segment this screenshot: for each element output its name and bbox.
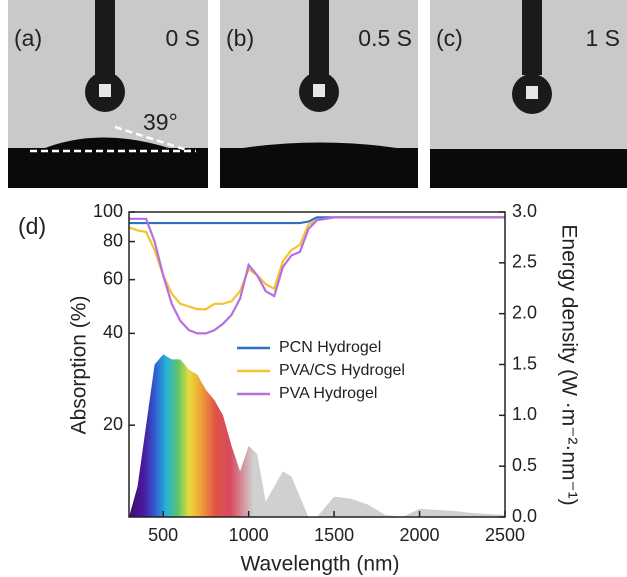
- x-tick-label: 500: [148, 525, 178, 545]
- photo-a: (a) 0 S 39°: [8, 0, 208, 188]
- series-line: [128, 216, 505, 311]
- legend-label: PCN Hydrogel: [279, 339, 381, 356]
- photo-time: 0 S: [165, 25, 200, 51]
- x-axis-label: Wavelength (nm): [240, 553, 399, 576]
- photo-label: (c): [436, 25, 463, 51]
- y2-axis-label: Energy density (W ·m⁻²·nm⁻¹): [557, 224, 580, 505]
- y-axis-label: Absorption (%): [68, 296, 91, 435]
- series-line: [129, 216, 505, 335]
- y-tick-label: 40: [103, 322, 123, 342]
- photo-label: (b): [226, 25, 254, 51]
- y-tick-label: 80: [103, 230, 123, 250]
- plot: [128, 216, 505, 517]
- y2-tick-label: 0.0: [512, 506, 537, 526]
- y-tick-label: 20: [103, 414, 123, 434]
- legend-label: PVA/CS Hydrogel: [279, 362, 405, 379]
- x-tick-label: 2000: [400, 525, 440, 545]
- y2-tick-label: 1.0: [512, 404, 537, 424]
- y2-tick-label: 2.5: [512, 252, 537, 272]
- photo-time: 1 S: [585, 25, 620, 51]
- y2-tick-label: 2.0: [512, 302, 537, 322]
- y2-tick-label: 0.5: [512, 455, 537, 475]
- y2-tick-label: 1.5: [512, 353, 537, 373]
- y-tick-label: 60: [103, 268, 123, 288]
- photo-b: (b) 0.5 S: [220, 0, 418, 188]
- panel-label: (d): [18, 213, 46, 239]
- angle-label: 39°: [143, 109, 178, 135]
- photo-label: (a): [14, 25, 42, 51]
- photo-time: 0.5 S: [358, 25, 412, 51]
- spectrum-area: [129, 354, 505, 517]
- y-tick-label: 100: [93, 201, 123, 221]
- x-tick-label: 1000: [229, 525, 269, 545]
- x-tick-label: 2500: [485, 525, 525, 545]
- x-tick-label: 1500: [314, 525, 354, 545]
- legend-label: PVA Hydrogel: [279, 385, 377, 402]
- y2-tick-label: 3.0: [512, 201, 537, 221]
- photo-c: (c) 1 S: [430, 0, 627, 188]
